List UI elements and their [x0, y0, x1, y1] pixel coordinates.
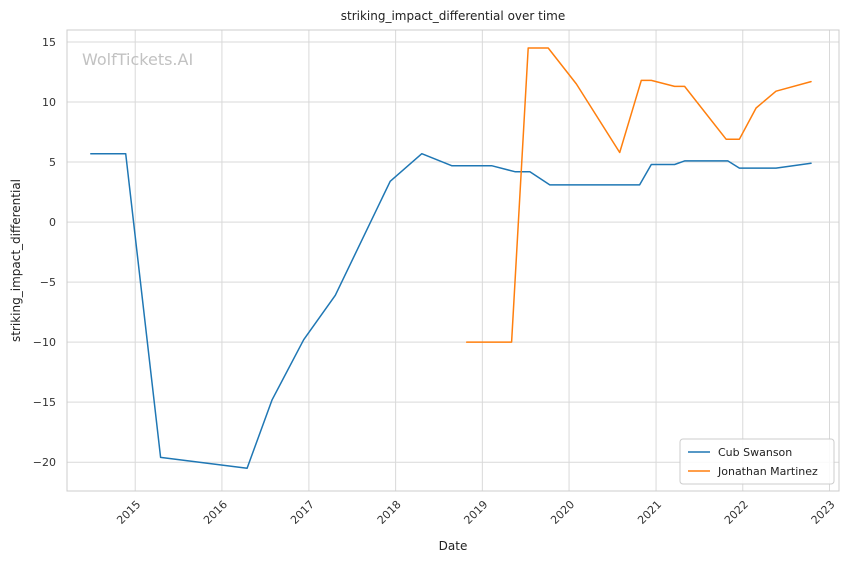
chart-title: striking_impact_differential over time [341, 9, 566, 23]
legend: Cub Swanson Jonathan Martinez [679, 438, 835, 485]
y-tick-label: 10 [42, 96, 56, 109]
y-axis-ticks: 15 10 5 0 −5 −10 −15 −20 [33, 36, 56, 469]
series-line-cub-swanson [90, 152, 812, 469]
legend-label-jonathan-martinez: Jonathan Martinez [717, 465, 818, 478]
plot-background [67, 30, 839, 491]
y-tick-label: 0 [49, 216, 56, 229]
y-tick-label: −15 [33, 396, 56, 409]
y-tick-label: −10 [33, 336, 56, 349]
y-tick-label: −5 [40, 276, 56, 289]
y-tick-label: 15 [42, 36, 56, 49]
plot-area [66, 29, 840, 492]
y-tick-label: −20 [33, 456, 56, 469]
x-axis-title: Date [439, 539, 468, 553]
y-axis-title: striking_impact_differential [9, 179, 23, 342]
y-tick-label: 5 [49, 156, 56, 169]
watermark-text: WolfTickets.AI [82, 50, 193, 69]
series-lines [90, 47, 812, 469]
legend-box [679, 438, 835, 485]
series-line-jonathan-martinez [465, 47, 812, 343]
legend-label-cub-swanson: Cub Swanson [718, 446, 792, 459]
grid [67, 30, 839, 491]
plot-frame [66, 29, 840, 492]
